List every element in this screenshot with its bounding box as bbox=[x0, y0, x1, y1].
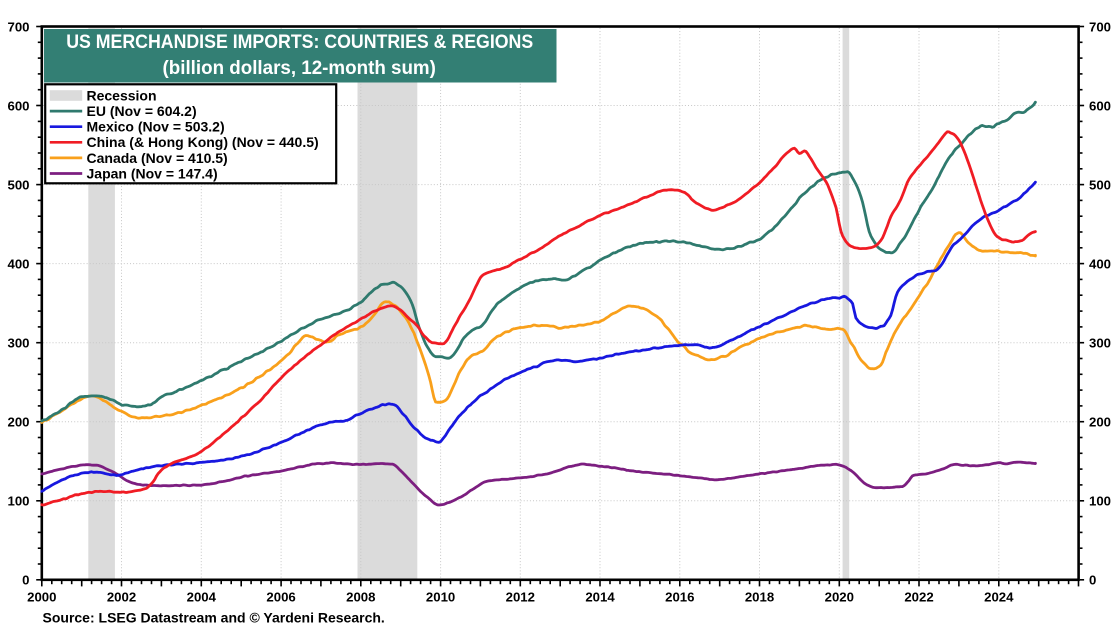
svg-text:2010: 2010 bbox=[426, 590, 455, 605]
svg-text:2002: 2002 bbox=[107, 590, 136, 605]
svg-text:Japan (Nov = 147.4): Japan (Nov = 147.4) bbox=[87, 165, 218, 181]
svg-text:200: 200 bbox=[7, 415, 29, 430]
svg-text:2004: 2004 bbox=[187, 590, 217, 605]
svg-text:(billion dollars, 12-month sum: (billion dollars, 12-month sum) bbox=[163, 57, 436, 79]
svg-text:700: 700 bbox=[7, 19, 29, 34]
svg-text:2020: 2020 bbox=[825, 590, 854, 605]
svg-text:2018: 2018 bbox=[745, 590, 774, 605]
svg-text:400: 400 bbox=[1089, 256, 1111, 271]
svg-text:200: 200 bbox=[1089, 415, 1111, 430]
svg-text:Canada (Nov = 410.5): Canada (Nov = 410.5) bbox=[87, 150, 228, 166]
svg-text:2022: 2022 bbox=[904, 590, 933, 605]
svg-text:600: 600 bbox=[1089, 98, 1111, 113]
svg-text:2008: 2008 bbox=[346, 590, 375, 605]
svg-text:0: 0 bbox=[22, 573, 29, 588]
svg-text:Mexico (Nov = 503.2): Mexico (Nov = 503.2) bbox=[87, 119, 225, 135]
svg-text:100: 100 bbox=[7, 494, 29, 509]
svg-text:2012: 2012 bbox=[506, 590, 535, 605]
svg-text:Recession: Recession bbox=[87, 87, 157, 103]
svg-text:600: 600 bbox=[7, 98, 29, 113]
svg-text:China (& Hong Kong) (Nov = 440: China (& Hong Kong) (Nov = 440.5) bbox=[87, 134, 319, 150]
svg-text:700: 700 bbox=[1089, 19, 1111, 34]
svg-text:300: 300 bbox=[7, 336, 29, 351]
svg-text:EU (Nov = 604.2): EU (Nov = 604.2) bbox=[87, 103, 197, 119]
svg-text:500: 500 bbox=[1089, 177, 1111, 192]
svg-text:400: 400 bbox=[7, 256, 29, 271]
svg-text:Source: LSEG Datastream and ©: Source: LSEG Datastream and © Yardeni Re… bbox=[43, 610, 385, 626]
svg-text:500: 500 bbox=[7, 177, 29, 192]
svg-text:2006: 2006 bbox=[266, 590, 295, 605]
svg-text:US MERCHANDISE IMPORTS: COUNTR: US MERCHANDISE IMPORTS: COUNTRIES & REGI… bbox=[66, 31, 533, 53]
svg-text:2014: 2014 bbox=[585, 590, 615, 605]
svg-text:0: 0 bbox=[1089, 573, 1096, 588]
svg-text:300: 300 bbox=[1089, 336, 1111, 351]
svg-text:100: 100 bbox=[1089, 494, 1111, 509]
svg-text:2000: 2000 bbox=[27, 590, 56, 605]
svg-text:2016: 2016 bbox=[665, 590, 694, 605]
svg-text:2024: 2024 bbox=[984, 590, 1014, 605]
